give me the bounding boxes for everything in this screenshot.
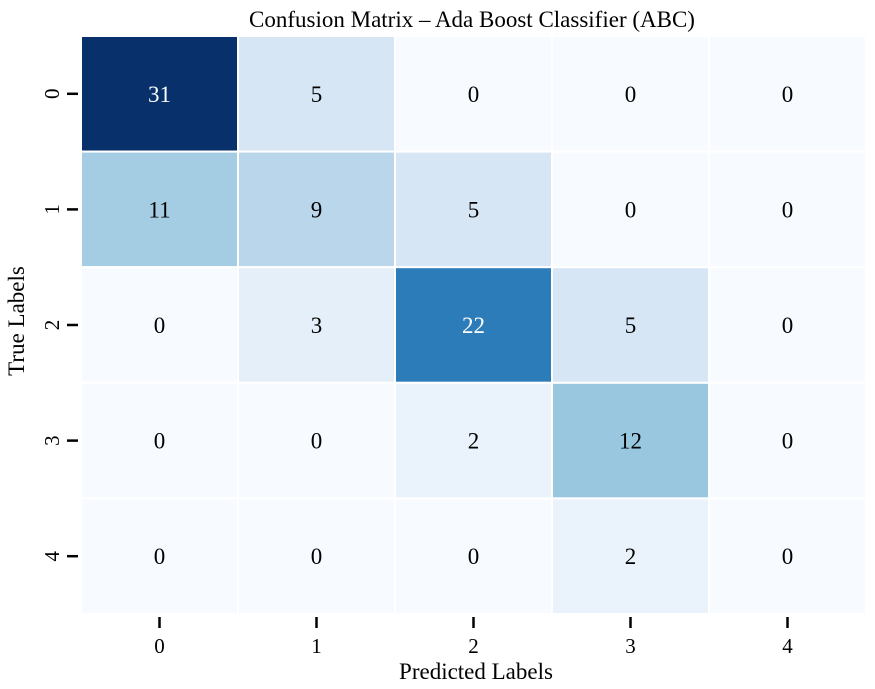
cell-value-label: 0 <box>154 429 166 454</box>
cell-value-label: 11 <box>148 197 170 222</box>
heatmap-cell <box>80 35 239 153</box>
y-tick-label: 0 <box>40 89 64 100</box>
heatmap-cell <box>394 381 553 500</box>
y-axis-label: True Labels <box>4 266 29 376</box>
cell-value-label: 5 <box>468 197 480 222</box>
heatmap-cell <box>237 35 396 153</box>
x-tick-label: 0 <box>154 634 165 658</box>
heatmap-cell <box>80 150 239 269</box>
cell-value-label: 0 <box>782 313 794 338</box>
cell-value-label: 0 <box>311 429 323 454</box>
cell-value-label: 3 <box>311 313 323 338</box>
cell-value-label: 0 <box>782 82 794 107</box>
x-tick-label: 2 <box>468 634 479 658</box>
cell-value-label: 0 <box>625 197 637 222</box>
cell-value-label: 0 <box>468 544 480 569</box>
heatmap-cell <box>394 35 553 153</box>
heatmap-cell <box>80 497 239 615</box>
x-tick-label: 4 <box>782 634 793 658</box>
heatmap-cell <box>394 497 553 615</box>
chart-title: Confusion Matrix – Ada Boost Classifier … <box>249 7 695 32</box>
cell-value-label: 2 <box>468 429 480 454</box>
heatmap-cell <box>237 497 396 615</box>
cell-value-label: 5 <box>311 82 323 107</box>
y-tick-label: 1 <box>40 204 64 215</box>
y-tick-label: 4 <box>40 550 64 561</box>
cell-value-label: 22 <box>462 313 485 338</box>
heatmap-cell <box>551 266 710 384</box>
heatmap-cell <box>551 381 710 500</box>
heatmap-cell <box>237 381 396 500</box>
heatmap-cell <box>237 266 396 384</box>
heatmap-cell <box>708 381 867 500</box>
cell-value-label: 0 <box>625 82 637 107</box>
heatmap-cells: 31 5 0 0 0 11 9 5 0 0 0 3 22 5 0 0 0 2 12 0 0 0 0 2 0 <box>80 35 867 615</box>
y-tick-label: 3 <box>40 435 64 446</box>
cell-value-label: 12 <box>619 429 642 454</box>
cell-value-label: 0 <box>468 82 480 107</box>
heatmap-cell <box>394 150 553 269</box>
heatmap-cell <box>708 150 867 269</box>
cell-value-label: 5 <box>625 313 637 338</box>
heatmap-cell <box>551 35 710 153</box>
cell-value-label: 0 <box>782 197 794 222</box>
x-tick-label: 3 <box>625 634 636 658</box>
cell-value-label: 31 <box>148 82 171 107</box>
cell-value-label: 0 <box>154 313 166 338</box>
cell-value-label: 0 <box>782 429 794 454</box>
cell-value-label: 2 <box>625 544 637 569</box>
cell-value-label: 0 <box>154 544 166 569</box>
cell-value-label: 0 <box>311 544 323 569</box>
heatmap-cell <box>708 497 867 615</box>
x-axis-label: Predicted Labels <box>399 659 553 684</box>
heatmap-cell <box>80 381 239 500</box>
cell-value-label: 9 <box>311 197 323 222</box>
cell-value-label: 0 <box>782 544 794 569</box>
y-tick-label: 2 <box>40 320 64 331</box>
heatmap-cell <box>708 266 867 384</box>
x-tick-label: 1 <box>311 634 322 658</box>
